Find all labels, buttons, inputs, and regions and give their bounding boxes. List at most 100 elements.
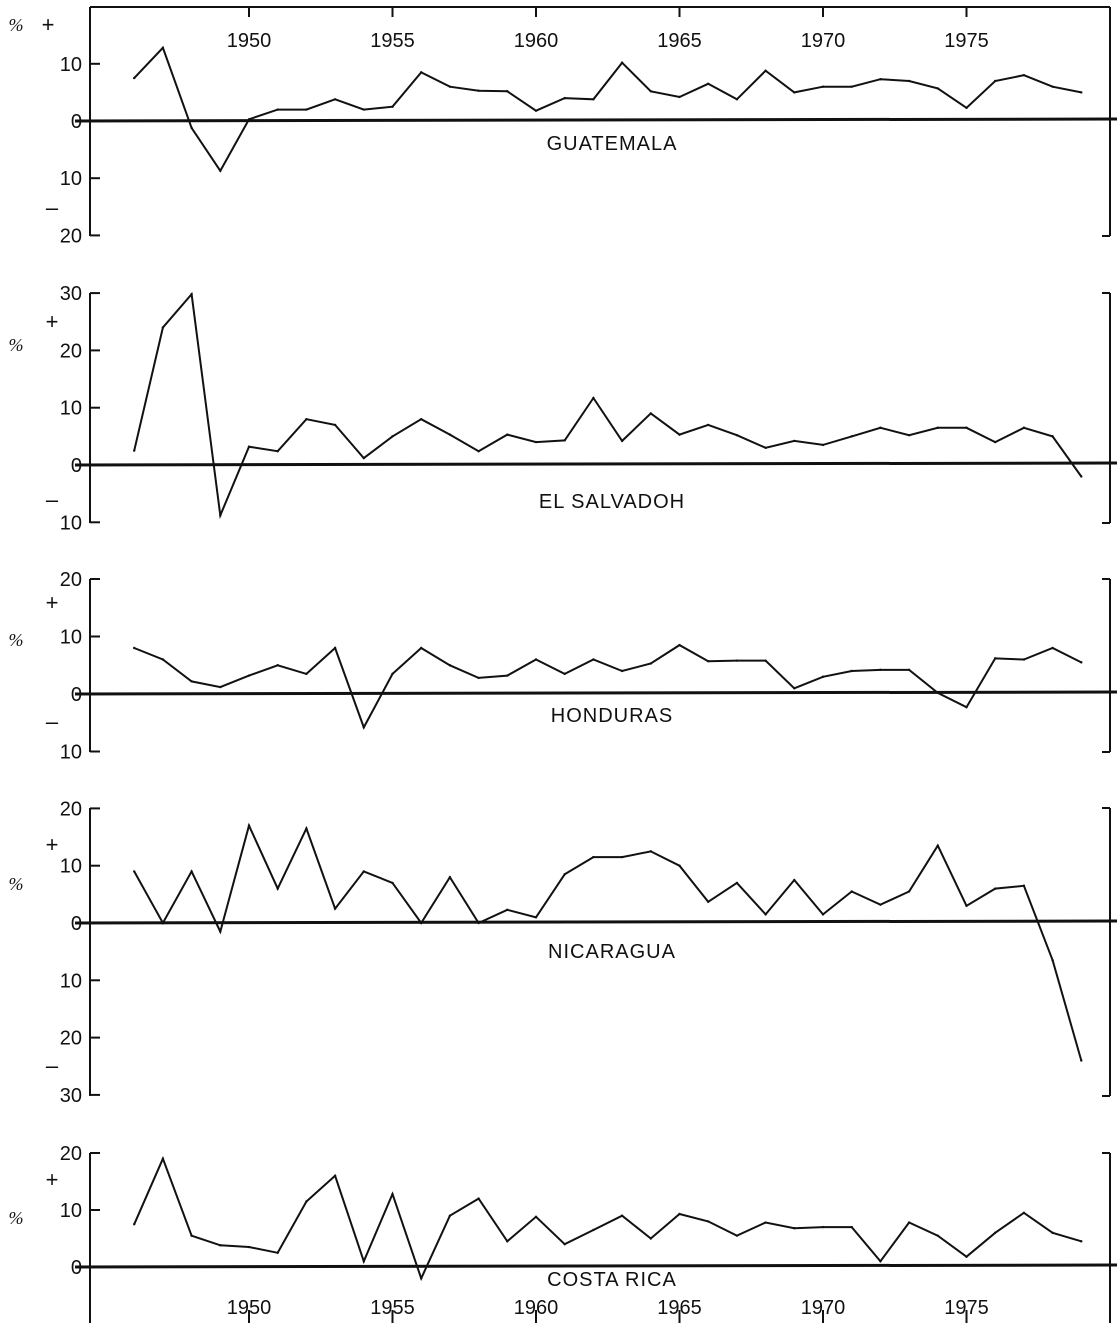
guatemala-percent-sign: % [9,15,24,35]
costa-rica-point-1952 [305,1200,308,1203]
honduras-point-1978 [1051,646,1054,650]
costa-rica-y-tick-label-2: 0 [71,1257,82,1279]
honduras-series-line [133,643,1082,730]
nicaragua-point-1968 [764,913,767,916]
honduras-point-1972 [879,668,882,672]
honduras-point-1975 [965,706,968,709]
nicaragua-y-tick-label-0: 20 [60,798,82,820]
el-salvadoh-point-1961 [563,439,566,442]
honduras-point-1954 [362,726,365,729]
nicaragua-point-1977 [1022,884,1026,887]
nicaragua-y-tick-label-4: 20 [60,1028,82,1050]
nicaragua-point-1973 [907,890,911,893]
honduras-point-1946 [133,646,136,650]
nicaragua-country-label: NICARAGUA [548,941,676,963]
costa-rica-point-1956 [420,1277,423,1280]
honduras-percent-sign: % [9,630,24,650]
el-salvadoh-point-1957 [448,433,452,436]
el-salvadoh-point-1973 [907,434,911,437]
costa-rica-point-1962 [592,1228,595,1232]
honduras-point-1959 [506,674,509,677]
guatemala-point-1960 [534,109,538,112]
guatemala-point-1947 [161,46,165,49]
costa-rica-point-1959 [506,1240,509,1243]
el-salvadoh-y-tick-label-4: 10 [60,512,82,534]
nicaragua-y-tick-label-5: 30 [60,1085,82,1107]
guatemala-point-1957 [448,85,452,88]
el-salvadoh-point-1946 [133,449,136,452]
guatemala-point-1968 [764,69,767,72]
honduras-point-1974 [936,691,939,695]
costa-rica-point-1971 [850,1225,853,1229]
costa-rica-point-1974 [936,1234,939,1237]
el-salvadoh-percent-sign: % [9,335,24,355]
el-salvadoh-point-1949 [219,514,222,517]
nicaragua-point-1978 [1051,959,1054,962]
el-salvadoh-point-1969 [793,439,796,443]
nicaragua-point-1976 [994,887,997,890]
honduras-point-1949 [219,685,222,689]
nicaragua-point-1979 [1080,1059,1083,1062]
guatemala-point-1950 [247,118,251,121]
nicaragua-point-1961 [563,873,566,876]
honduras-point-1971 [850,669,853,673]
el-salvadoh-country-label: EL SALVADOH [539,491,685,513]
costa-rica-x-tick-label-4: 1970 [801,1297,846,1319]
costa-rica-point-1978 [1051,1231,1054,1235]
costa-rica-x-tick-label-0: 1950 [227,1297,272,1319]
guatemala-x-tick-label-0: 1950 [227,30,272,52]
el-salvadoh-point-1954 [362,456,365,460]
costa-rica-point-1946 [133,1223,136,1226]
guatemala-point-1964 [649,90,652,93]
nicaragua-point-1965 [678,864,681,867]
nicaragua-percent-sign: % [9,874,24,894]
nicaragua-y-tick-label-1: 10 [60,856,82,878]
guatemala-point-1969 [793,91,796,94]
nicaragua-zero-line [74,919,1117,925]
guatemala-x-tick-label-3: 1965 [657,30,702,52]
el-salvadoh-y-tick-label-1: 20 [60,340,82,362]
guatemala-point-1949 [219,169,222,172]
el-salvadoh-point-1965 [678,433,681,436]
el-salvadoh-point-1948 [190,293,193,296]
nicaragua-point-1949 [219,930,222,933]
honduras-y-tick-label-2: 0 [71,684,82,706]
honduras-point-1951 [276,664,279,667]
honduras-minus-sign: – [46,709,59,734]
costa-rica-point-1953 [333,1174,337,1178]
el-salvadoh-y-tick-label-2: 10 [60,398,82,420]
costa-rica-x-tick-label-2: 1960 [514,1297,559,1319]
el-salvadoh-point-1977 [1022,426,1026,429]
nicaragua-point-1960 [534,916,538,919]
honduras-country-label: HONDURAS [551,705,673,727]
honduras-point-1966 [707,660,710,663]
costa-rica-point-1949 [219,1244,222,1247]
costa-rica-point-1948 [190,1234,193,1237]
guatemala-point-1978 [1051,85,1054,88]
honduras-y-tick-label-0: 20 [60,569,82,591]
costa-rica-point-1955 [391,1192,394,1196]
guatemala-series-line [133,45,1082,173]
el-salvadoh-point-1962 [592,396,595,400]
el-salvadoh-point-1964 [649,412,652,415]
guatemala-y-tick-label-1: 0 [71,111,82,133]
el-salvadoh-point-1975 [965,426,968,429]
costa-rica-series-line [133,1156,1082,1282]
el-salvadoh-point-1979 [1080,475,1083,478]
guatemala-point-1953 [333,98,337,101]
nicaragua-point-1959 [506,908,509,912]
el-salvadoh-point-1947 [161,326,165,329]
honduras-point-1952 [305,672,308,676]
guatemala-point-1954 [362,108,365,111]
costa-rica-point-1961 [563,1243,566,1246]
el-salvadoh-zero-line [74,461,1117,467]
costa-rica-point-1960 [534,1215,538,1219]
costa-rica-point-1951 [276,1251,279,1254]
nicaragua-point-1966 [707,900,710,903]
costa-rica-point-1968 [764,1221,767,1224]
guatemala-x-tick-label-4: 1970 [801,30,846,52]
honduras-point-1950 [247,674,251,677]
guatemala-point-1975 [965,106,968,110]
costa-rica-point-1973 [907,1221,911,1224]
